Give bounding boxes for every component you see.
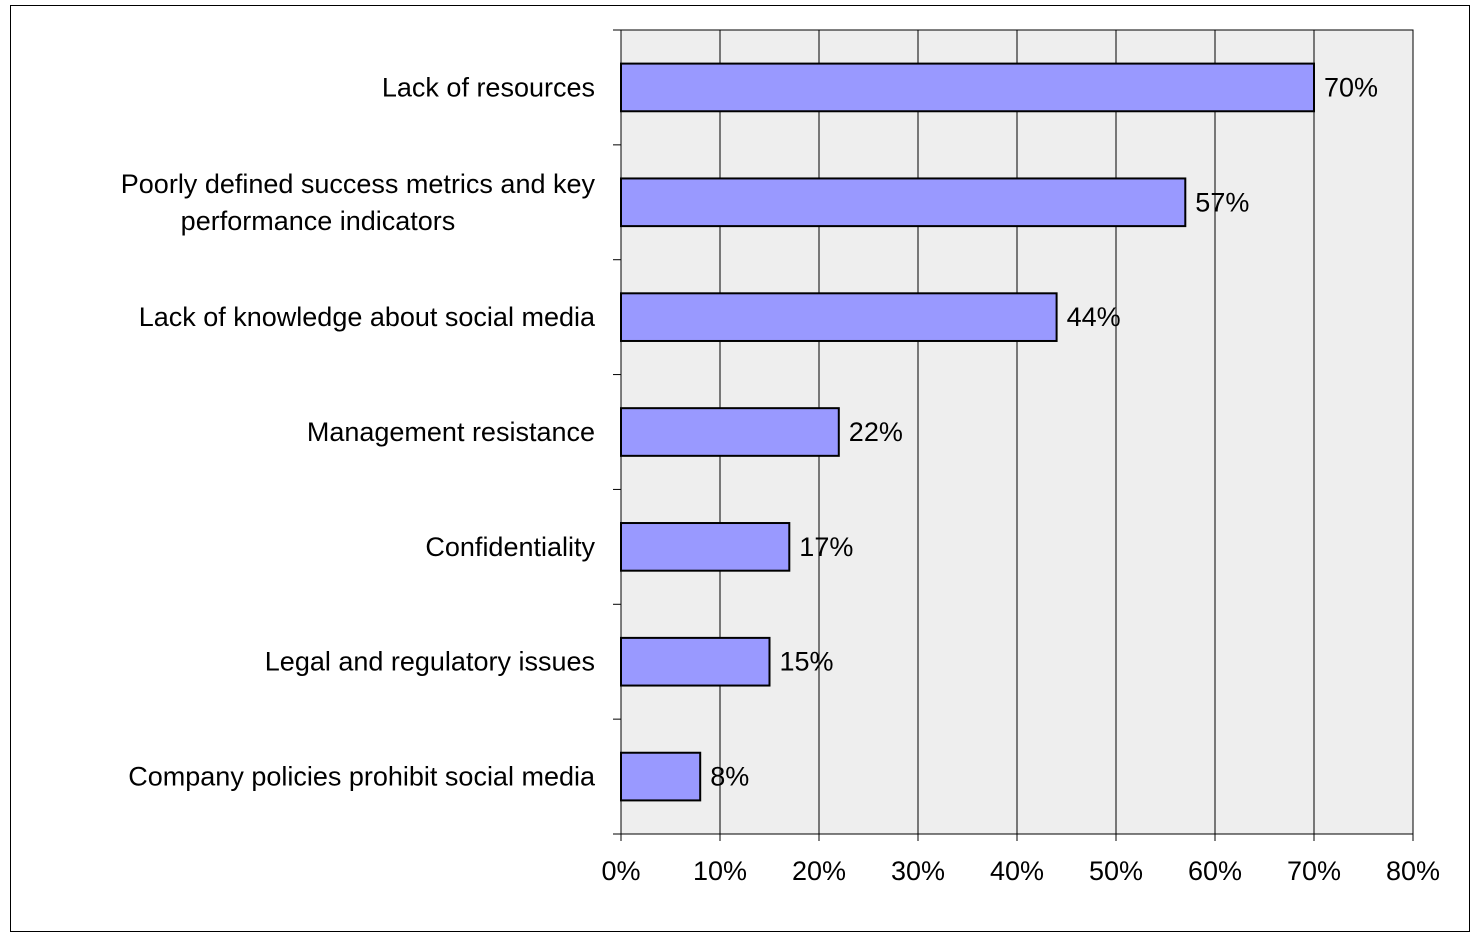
- x-tick-label: 0%: [601, 856, 640, 886]
- bar: [620, 751, 702, 802]
- axes: [613, 29, 1414, 841]
- x-tick-label: 30%: [891, 856, 945, 886]
- bar: [620, 177, 1187, 228]
- category-label: Lack of resources: [382, 72, 595, 102]
- category-label: Company policies prohibit social media: [128, 762, 596, 792]
- data-label: 17%: [799, 532, 853, 562]
- data-label: 44%: [1067, 302, 1121, 332]
- x-tick-label: 10%: [693, 856, 747, 886]
- data-label: 22%: [849, 417, 903, 447]
- x-tick-label: 40%: [990, 856, 1044, 886]
- x-tick-label: 70%: [1287, 856, 1341, 886]
- bars: [620, 62, 1315, 802]
- bar: [620, 62, 1315, 113]
- category-label: Legal and regulatory issues: [265, 647, 595, 677]
- x-tick-label: 50%: [1089, 856, 1143, 886]
- bar: [620, 407, 840, 457]
- category-label: Poorly defined success metrics and key: [121, 169, 596, 199]
- x-tick-label: 80%: [1386, 856, 1440, 886]
- labels: 70% Lack of resources 57% Poorly defined su…: [121, 72, 1440, 886]
- bar: [620, 636, 771, 687]
- x-tick-label: 60%: [1188, 856, 1242, 886]
- category-label: Lack of knowledge about social media: [139, 302, 596, 332]
- category-label: performance indicators: [181, 206, 456, 236]
- bar: [620, 522, 791, 572]
- data-label: 8%: [710, 762, 749, 792]
- data-label: 15%: [780, 647, 834, 677]
- category-label: Management resistance: [307, 417, 595, 447]
- x-tick-label: 20%: [792, 856, 846, 886]
- bar: [620, 292, 1058, 342]
- data-label: 70%: [1324, 72, 1378, 102]
- category-label: Confidentiality: [425, 532, 595, 562]
- data-label: 57%: [1195, 187, 1249, 217]
